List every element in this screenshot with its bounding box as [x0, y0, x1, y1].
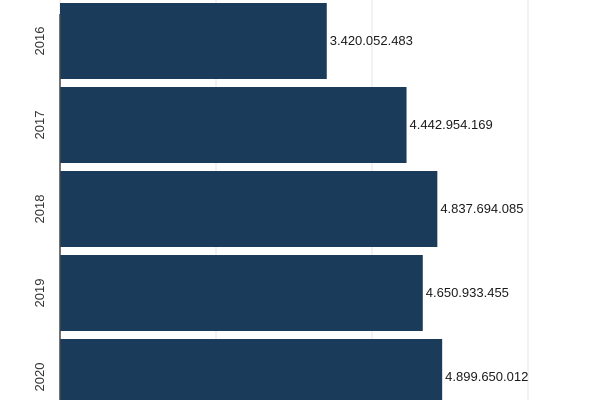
- value-label-2017: 4.442.954.169: [410, 117, 493, 132]
- value-label-2019: 4.650.933.455: [426, 285, 509, 300]
- bars-group: [60, 3, 443, 400]
- category-label-2017: 2017: [32, 111, 47, 140]
- value-label-2018: 4.837.694.085: [440, 201, 523, 216]
- bar-2019: [60, 255, 423, 331]
- bar-2017: [60, 87, 407, 163]
- bar-2018: [60, 171, 438, 247]
- value-label-2016: 3.420.052.483: [330, 33, 413, 48]
- category-labels-group: 2016 2017 2018 2019 2020: [32, 27, 47, 392]
- bar-2020: [60, 339, 443, 400]
- category-label-2020: 2020: [32, 363, 47, 392]
- bar-2016: [60, 3, 327, 79]
- category-label-2019: 2019: [32, 279, 47, 308]
- category-label-2018: 2018: [32, 195, 47, 224]
- value-labels-group: 3.420.052.483 4.442.954.169 4.837.694.085 4…: [330, 33, 529, 384]
- value-label-2020: 4.899.650.012: [445, 369, 528, 384]
- category-label-2016: 2016: [32, 27, 47, 56]
